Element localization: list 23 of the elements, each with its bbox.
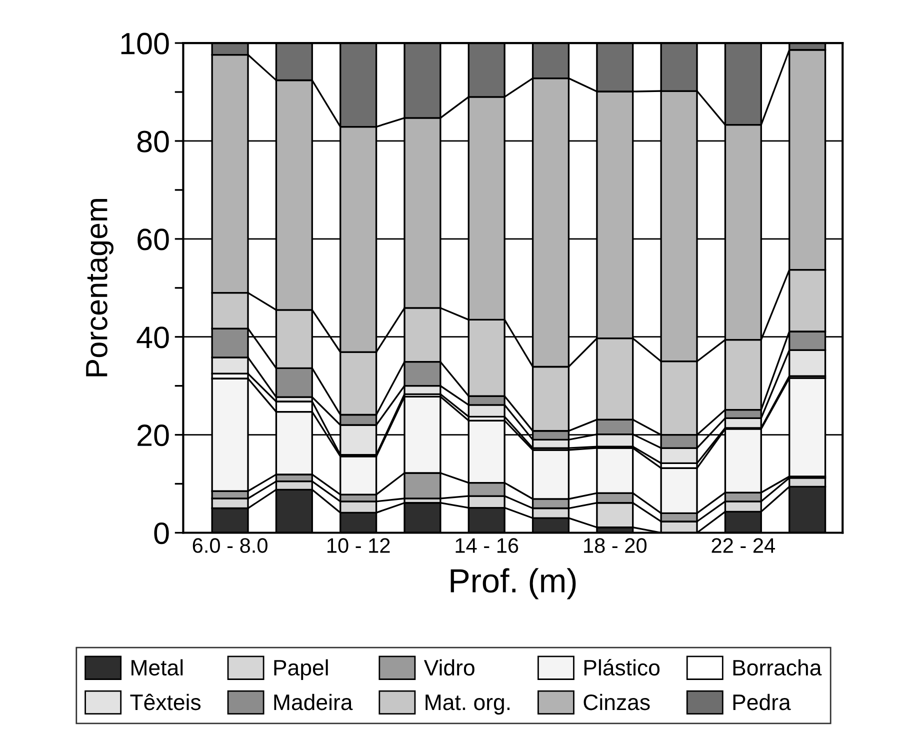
x-tick-label: 10 - 12	[327, 538, 390, 553]
y-tick-label: 0	[154, 522, 169, 544]
y-tick-label: 40	[136, 326, 169, 348]
legend-label: Papel	[274, 659, 328, 680]
y-axis-title: Porcentagem	[86, 199, 114, 376]
x-tick-label: 22 - 24	[712, 538, 776, 553]
y-tick-label: 60	[138, 228, 169, 250]
x-axis-title: Prof. (m)	[450, 568, 576, 600]
y-tick-label: 80	[137, 130, 169, 152]
legend-label: Borracha	[733, 659, 822, 676]
y-tick-label: 20	[138, 424, 169, 446]
legend-label: Plástico	[584, 658, 660, 676]
legend-label: Madeira	[274, 694, 353, 710]
legend-label: Vidro	[424, 659, 474, 676]
legend-label: Têxteis	[130, 694, 201, 710]
x-tick-label: 14 - 16	[456, 538, 518, 553]
y-tick-label: 100	[121, 32, 169, 54]
legend-label: Metal	[132, 659, 183, 676]
legend-label: Cinzas	[584, 694, 650, 710]
x-tick-label: 6.0 - 8.0	[192, 538, 268, 553]
legend-label: Pedra	[733, 694, 791, 710]
x-tick-label: 18 - 20	[584, 538, 647, 553]
legend-label: Mat. org.	[426, 694, 510, 715]
